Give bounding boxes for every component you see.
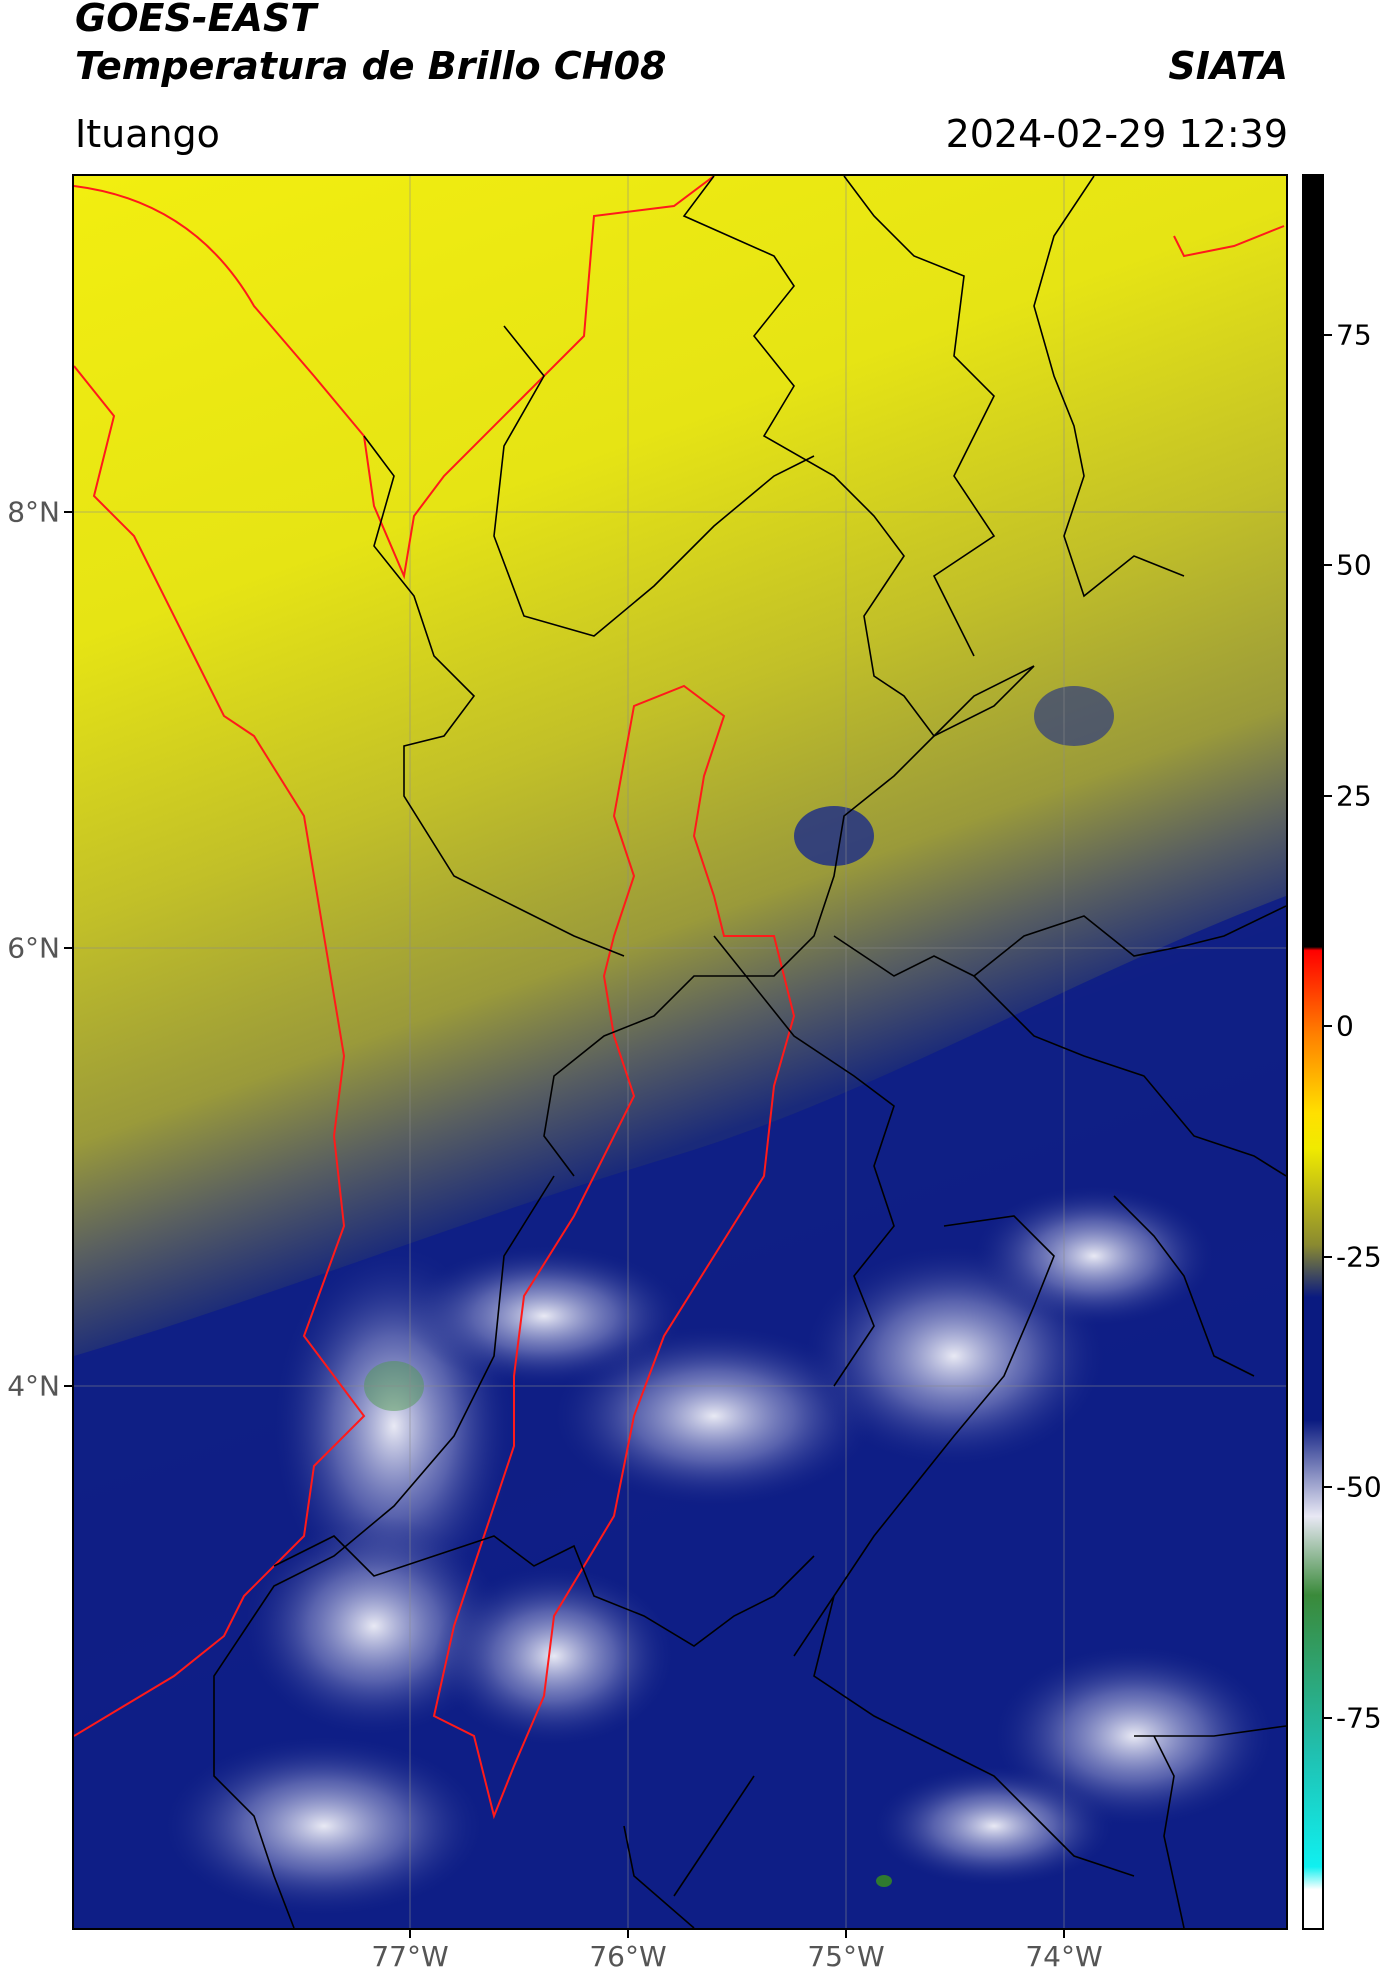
colorbar-label-0: 0 [1336, 1009, 1354, 1043]
colorbar-label-50: 50 [1336, 548, 1372, 582]
satellite-map [72, 174, 1288, 1930]
colorbar-label-25: 25 [1336, 779, 1372, 813]
lon-tick [845, 1930, 847, 1938]
lat-tick [64, 511, 72, 513]
location-label: Ituango [75, 112, 220, 156]
lon-label-76w: 76°W [589, 1940, 667, 1973]
lat-tick [64, 947, 72, 949]
lon-tick [627, 1930, 629, 1938]
lat-label-6n: 6°N [7, 931, 60, 965]
colorbar-label-neg25: -25 [1336, 1240, 1382, 1274]
brand-label: SIATA [1168, 44, 1288, 88]
coastline [74, 176, 1285, 1737]
lon-label-75w: 75°W [807, 1940, 885, 1973]
satellite-title: GOES-EAST [75, 0, 317, 40]
department-borders [213, 176, 1286, 1928]
timestamp-label: 2024-02-29 12:39 [945, 112, 1288, 156]
lon-label-77w: 77°W [371, 1940, 449, 1973]
lat-label-4n: 4°N [7, 1369, 60, 1403]
colorbar-tick [1324, 564, 1332, 566]
lon-label-74w: 74°W [1025, 1940, 1103, 1973]
lat-tick [64, 1385, 72, 1387]
colorbar-tick [1324, 1256, 1332, 1258]
colorbar-tick [1324, 1717, 1332, 1719]
lon-tick [1063, 1930, 1065, 1938]
colorbar-tick [1324, 1025, 1332, 1027]
colorbar-label-neg50: -50 [1336, 1470, 1382, 1504]
lat-label-8n: 8°N [7, 495, 60, 529]
colorbar-label-75: 75 [1336, 318, 1372, 352]
graticule [74, 176, 1286, 1928]
basin-outline [432, 684, 796, 1820]
colorbar-tick [1324, 1486, 1332, 1488]
colorbar-tick [1324, 334, 1332, 336]
colorbar-tick [1324, 795, 1332, 797]
lon-tick [409, 1930, 411, 1938]
colorbar-label-neg75: -75 [1336, 1701, 1382, 1735]
colorbar [1302, 174, 1324, 1930]
product-title: Temperatura de Brillo CH08 [75, 44, 667, 88]
